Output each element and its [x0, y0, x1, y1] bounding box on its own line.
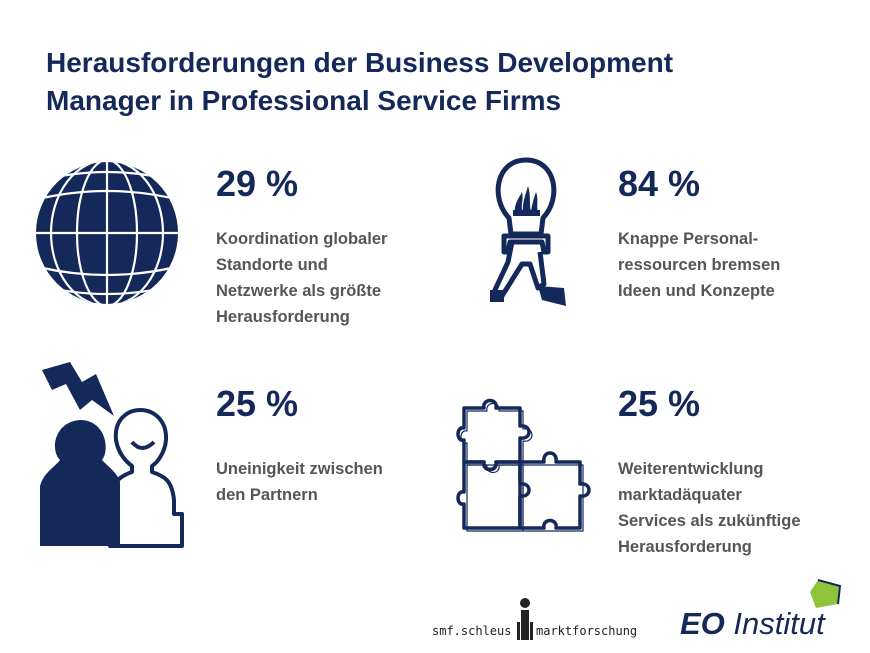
item-4-line: Weiterentwicklung — [618, 460, 764, 478]
smf-logo-left-text: smf.schleus — [432, 624, 512, 638]
item-1-line: Netzwerke als größte — [216, 282, 382, 300]
eo-institut-logo: EO Institut — [680, 606, 825, 642]
item-4-line: Herausforderung — [618, 538, 752, 556]
item-3-line: Uneinigkeit zwischen — [216, 460, 383, 478]
item-1-description: Koordination globaler Standorte und Netz… — [216, 226, 436, 330]
item-2-line: Knappe Personal- — [618, 230, 759, 248]
item-3-line: den Partnern — [216, 486, 318, 504]
item-1-line: Herausforderung — [216, 308, 350, 326]
item-1-line: Standorte und — [216, 256, 328, 274]
item-2-description: Knappe Personal- ressourcen bremsen Idee… — [618, 226, 838, 304]
smf-logo: smf.schleus marktforschung — [432, 598, 652, 644]
smf-person-icon — [517, 598, 533, 640]
page-title: Herausforderungen der Business Developme… — [46, 44, 826, 120]
lightbulb-person-icon — [486, 156, 570, 319]
item-2-line: Ideen und Konzepte — [618, 282, 775, 300]
item-1-percent: 29 % — [216, 163, 299, 204]
item-3-description: Uneinigkeit zwischen den Partnern — [216, 456, 436, 508]
item-4-line: marktadäquater — [618, 486, 742, 504]
item-2-line: ressourcen bremsen — [618, 256, 781, 274]
item-4-description: Weiterentwicklung marktadäquater Service… — [618, 456, 838, 560]
item-4-percent: 25 % — [618, 383, 701, 424]
eo-logo-mark-icon — [808, 578, 844, 615]
item-1-line: Koordination globaler — [216, 230, 388, 248]
eo-logo-bold: EO — [680, 606, 725, 641]
item-4-line: Services als zukünftige — [618, 512, 801, 530]
title-line-1: Herausforderungen der Business Developme… — [46, 47, 674, 78]
title-line-2: Manager in Professional Service Firms — [46, 85, 562, 116]
item-2-percent: 84 % — [618, 163, 701, 204]
smf-logo-right-text: marktforschung — [536, 624, 638, 638]
item-3-percent: 25 % — [216, 383, 299, 424]
puzzle-icon — [456, 398, 606, 543]
eo-logo-rest: Institut — [724, 606, 825, 641]
conflict-lightning-icon — [40, 360, 190, 555]
globe-icon — [34, 160, 180, 311]
